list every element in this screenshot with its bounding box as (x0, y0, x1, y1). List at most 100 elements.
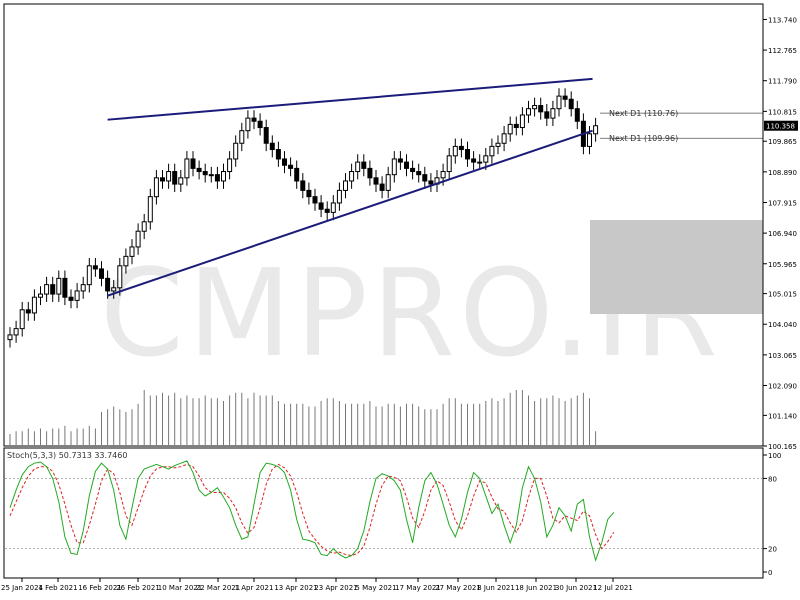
date-tick-label: 12 Jul 2021 (593, 584, 633, 592)
candle-body (306, 189, 312, 198)
axes-group (3, 3, 764, 579)
candle-body (44, 284, 50, 295)
candle-body (556, 95, 562, 110)
date-tick-label: 1 Apr 2021 (235, 584, 274, 592)
date-tick-label: 5 May 2021 (355, 584, 396, 592)
candle-body (452, 145, 458, 157)
candle-body (373, 177, 379, 185)
price-tick-label: 111.790 (768, 78, 797, 86)
price-tick-label: 107.915 (768, 199, 797, 207)
candle-body (428, 180, 434, 185)
candle-body (282, 158, 287, 166)
current-price-box (764, 120, 798, 131)
date-tick-label: 30 Jun 2021 (555, 584, 597, 592)
candle-body (336, 189, 342, 204)
candle-body (526, 108, 531, 116)
candle-body (7, 334, 13, 341)
candle-body (404, 161, 409, 169)
candle-body (80, 284, 86, 292)
candle-body (483, 155, 489, 163)
candle-body (233, 142, 239, 160)
price-tick-label: 110.815 (768, 108, 797, 116)
price-tick-label: 113.740 (768, 16, 797, 24)
upper-trendline (107, 77, 593, 121)
candle-body (166, 171, 172, 182)
price-tick-label: 109.865 (768, 138, 797, 146)
candle-body (446, 155, 452, 173)
next-d1-label: Next D1 (110.76) (609, 109, 678, 118)
candle-body (190, 158, 196, 169)
candle-body (263, 127, 269, 144)
date-tick-label: 23 Apr 2021 (314, 584, 357, 592)
candle-body (519, 114, 525, 129)
price-tick-label: 102.090 (768, 383, 797, 391)
candle-body (489, 145, 495, 157)
trendlines-group (107, 77, 593, 297)
candle-body (288, 164, 294, 169)
price-tick-label: 106.940 (768, 230, 797, 238)
candle-body (501, 133, 507, 144)
candle-body (160, 177, 165, 182)
candle-body (574, 108, 580, 122)
candle-body (13, 328, 19, 336)
candle-body (62, 277, 68, 298)
candle-body (465, 149, 470, 160)
gray-zone (590, 220, 763, 314)
price-tick-label: 100.165 (768, 443, 797, 451)
candle-body (550, 108, 556, 119)
candle-body (257, 120, 263, 129)
price-tick-label: 104.040 (768, 321, 797, 329)
stoch-panel-border (3, 447, 764, 579)
candle-body (50, 284, 56, 295)
candle-body (105, 277, 111, 292)
price-axis: 113.740 112.765 111.790 110.815 109.865 108.8… (763, 16, 798, 451)
date-tick-label: 10 Mar 2021 (158, 584, 202, 592)
candle-body (147, 196, 153, 223)
candle-body (227, 158, 233, 173)
candle-body (507, 123, 513, 135)
candle-body (458, 145, 464, 151)
stoch-main-line (9, 460, 615, 563)
price-tick-label: 108.890 (768, 169, 797, 177)
price-tick-label: 105.965 (768, 261, 797, 269)
candle-body (471, 158, 477, 163)
candle-body (172, 171, 178, 185)
candle-body (178, 177, 184, 185)
candle-body (135, 230, 141, 248)
candle-body (416, 171, 422, 176)
lower-trendline (107, 129, 593, 297)
candle-body (324, 208, 330, 213)
candle-body (99, 268, 104, 279)
candle-body (38, 293, 43, 298)
date-tick-label: 25 Jan 2021 (1, 584, 43, 592)
candle-body (477, 161, 483, 164)
candle-body (86, 265, 92, 286)
volume-group (9, 390, 597, 445)
stoch-tick-label: 80 (768, 475, 777, 483)
candle-body (355, 161, 361, 173)
candle-body (269, 142, 275, 151)
stochastic-group (5, 460, 762, 563)
candle-body (239, 130, 245, 144)
candle-body (245, 117, 251, 132)
candle-body (300, 180, 306, 191)
next-d1-lines: Next D1 (110.76) Next D1 (109.96) (600, 109, 763, 143)
candle-body (397, 158, 403, 163)
candle-body (25, 309, 31, 314)
candle-body (117, 265, 123, 289)
candles-group (7, 88, 599, 348)
candle-body (318, 202, 324, 210)
candle-body (19, 309, 25, 330)
date-tick-label: 27 May 2021 (435, 584, 481, 592)
candle-body (294, 167, 300, 182)
candle-body (221, 171, 226, 182)
candle-body (74, 290, 80, 301)
candle-body (56, 277, 62, 295)
candle-body (92, 265, 98, 270)
candle-body (422, 174, 428, 182)
candle-body (391, 158, 397, 176)
candle-body (184, 158, 190, 179)
date-tick-label: 8 Jun 2021 (477, 584, 515, 592)
